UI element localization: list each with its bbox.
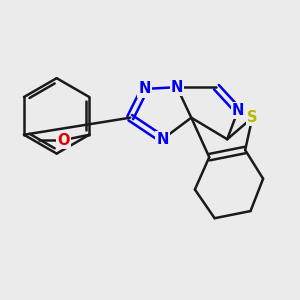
Text: S: S: [247, 110, 258, 125]
Text: O: O: [57, 133, 70, 148]
Text: N: N: [232, 103, 244, 118]
Text: N: N: [138, 82, 151, 97]
Text: N: N: [156, 132, 169, 147]
Text: N: N: [171, 80, 183, 95]
